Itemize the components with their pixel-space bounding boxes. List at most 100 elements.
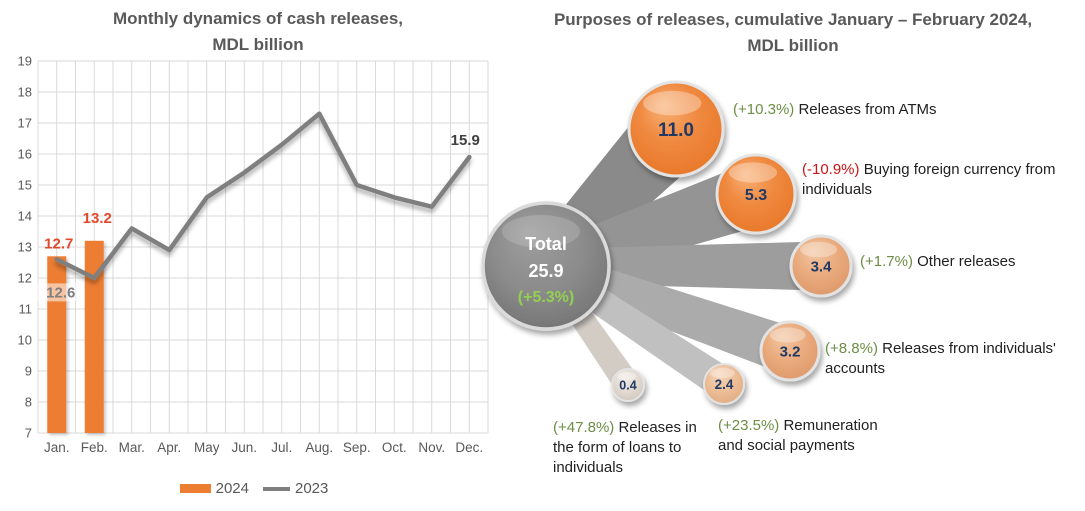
bubble-annotation-3.4: (+1.7%) Other releases: [860, 252, 1016, 272]
change-percent: (+47.8%): [553, 419, 615, 436]
total-value: 25.9: [528, 261, 563, 281]
annotation-line: and social payments: [718, 437, 855, 454]
annotation-line: (-10.9%) Buying foreign currency from: [802, 161, 1056, 178]
bar-value-label: 13.2: [83, 210, 112, 227]
bubble-annotation-5.3: (-10.9%) Buying foreign currency from ind…: [802, 160, 1055, 200]
left-chart-title-line1: Monthly dynamics of cash releases,: [112, 9, 404, 28]
x-axis-label: Jul.: [271, 440, 292, 455]
ray-to-2.4: [573, 278, 734, 398]
right-chart: Total 25.9 (+5.3%) 11.0 5.3 3.4 3.2 2.4 0.4: [481, 80, 853, 405]
total-change: (+5.3%): [518, 289, 574, 306]
change-percent: (-10.9%): [802, 161, 860, 178]
x-axis-label: Jan.: [44, 440, 70, 455]
bubble-11.0: [627, 80, 725, 178]
y-axis-tick: 18: [18, 85, 32, 100]
bubble-value-0.4: 0.4: [619, 379, 636, 393]
legend-item-2024: 2024: [179, 480, 249, 497]
annotation-line: accounts: [825, 360, 886, 377]
bubble-value-3.2: 3.2: [780, 343, 801, 360]
bubble-annotation-2.4: (+23.5%) Remuneration and social payments: [718, 416, 878, 456]
x-axis-label: Sep.: [343, 440, 371, 455]
x-axis-label: Aug.: [305, 440, 333, 455]
left-chart-title-line2: MDL billion: [212, 35, 304, 54]
label-backdrop: [37, 283, 84, 302]
y-axis-tick: 12: [18, 271, 32, 286]
y-axis-tick: 15: [18, 178, 32, 193]
change-percent: (+23.5%): [718, 417, 780, 434]
change-percent: (+10.3%): [733, 101, 795, 118]
change-percent: (+8.8%): [825, 340, 878, 357]
annotation-line: (+47.8%) Releases in: [553, 419, 697, 436]
left-chart-title: Monthly dynamics of cash releases, MDL b…: [8, 6, 508, 58]
bubble-2.4: [703, 363, 745, 405]
y-axis-tick: 17: [18, 116, 32, 131]
x-axis-label: Feb.: [81, 440, 108, 455]
left-chart: 19 18 17 16 15 14 13 12 11 10 9 8 7 Jan. Feb. Mar. Apr. M…: [18, 54, 489, 455]
x-axis-label: Oct.: [382, 440, 407, 455]
gridlines: [37, 60, 489, 434]
x-axis-label: Dec.: [455, 440, 483, 455]
y-axis-tick: 16: [18, 147, 32, 162]
x-axis-label: May: [194, 440, 220, 455]
y-axis-tick: 10: [18, 333, 32, 348]
total-bubble: [481, 201, 611, 331]
y-axis-tick: 19: [18, 54, 32, 69]
bar-Feb.: [84, 240, 104, 433]
bubble-annotation-0.4: (+47.8%) Releases in the form of loans to…: [553, 418, 697, 478]
annotation-line: (+10.3%) Releases from ATMs: [733, 101, 937, 118]
right-chart-title-line2: MDL billion: [747, 36, 839, 55]
bar-value-label: 12.7: [44, 235, 73, 252]
x-axis-label: Jun.: [231, 440, 257, 455]
legend-label-2023: 2023: [295, 480, 329, 497]
line-2023: [54, 111, 472, 281]
bubble-5.3: [715, 153, 797, 235]
right-chart-title: Purposes of releases, cumulative January…: [510, 7, 1076, 59]
change-percent: (+1.7%): [860, 253, 913, 270]
x-axis-label: Apr.: [157, 440, 181, 455]
y-axis-tick: 13: [18, 240, 32, 255]
left-chart-legend: 2024 2023: [4, 480, 504, 497]
x-axis-label: Nov.: [418, 440, 445, 455]
legend-swatch-2023: [263, 486, 290, 491]
bubble-gloss: [616, 372, 637, 381]
annotation-line: (+1.7%) Other releases: [860, 253, 1016, 270]
right-chart-title-line1: Purposes of releases, cumulative January…: [553, 10, 1033, 29]
bubble-gloss: [769, 327, 806, 343]
bubble-value-2.4: 2.4: [715, 377, 734, 392]
y-axis-tick: 7: [25, 426, 32, 441]
bubble-value-3.4: 3.4: [811, 258, 833, 275]
annotation-line: (+23.5%) Remuneration: [718, 417, 878, 434]
ray-to-3.2: [579, 263, 798, 374]
legend-swatch-2024: [179, 484, 211, 493]
legend-label-2024: 2024: [215, 480, 249, 497]
bar-Jan.: [47, 256, 67, 433]
bubble-gloss: [501, 214, 581, 248]
bubble-3.2: [759, 320, 821, 382]
annotation-line: (+8.8%) Releases from individuals': [825, 340, 1056, 357]
y-axis-tick: 14: [18, 209, 32, 224]
bubble-value-11.0: 11.0: [658, 120, 694, 141]
annotation-line: individuals: [802, 181, 873, 198]
line-value-label: 12.6: [46, 284, 75, 301]
y-axis-tick: 9: [25, 364, 32, 379]
bubble-annotation-11.0: (+10.3%) Releases from ATMs: [733, 100, 937, 120]
x-axis-label: Mar.: [119, 440, 145, 455]
total-label: Total: [525, 234, 567, 254]
bubble-gloss: [643, 90, 702, 116]
bubble-annotation-3.2: (+8.8%) Releases from individuals' accoun…: [825, 339, 1056, 379]
bubble-0.4: [611, 368, 645, 402]
legend-item-2023: 2023: [263, 480, 328, 497]
y-axis-tick: 8: [25, 395, 32, 410]
y-axis-tick: 11: [19, 302, 33, 317]
bubble-gloss: [728, 162, 778, 183]
ray-to-3.4: [588, 241, 821, 291]
annotation-line: the form of loans to: [553, 439, 682, 456]
line-value-label: 15.9: [451, 132, 480, 149]
bubble-value-5.3: 5.3: [745, 187, 767, 204]
bubble-3.4: [789, 234, 853, 298]
annotation-line: individuals: [553, 459, 624, 476]
bubble-gloss: [710, 367, 735, 379]
bubble-gloss: [800, 241, 838, 258]
